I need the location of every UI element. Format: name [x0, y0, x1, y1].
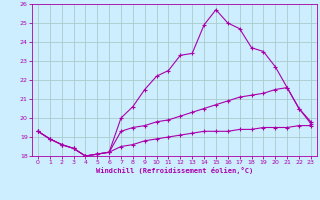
- X-axis label: Windchill (Refroidissement éolien,°C): Windchill (Refroidissement éolien,°C): [96, 167, 253, 174]
